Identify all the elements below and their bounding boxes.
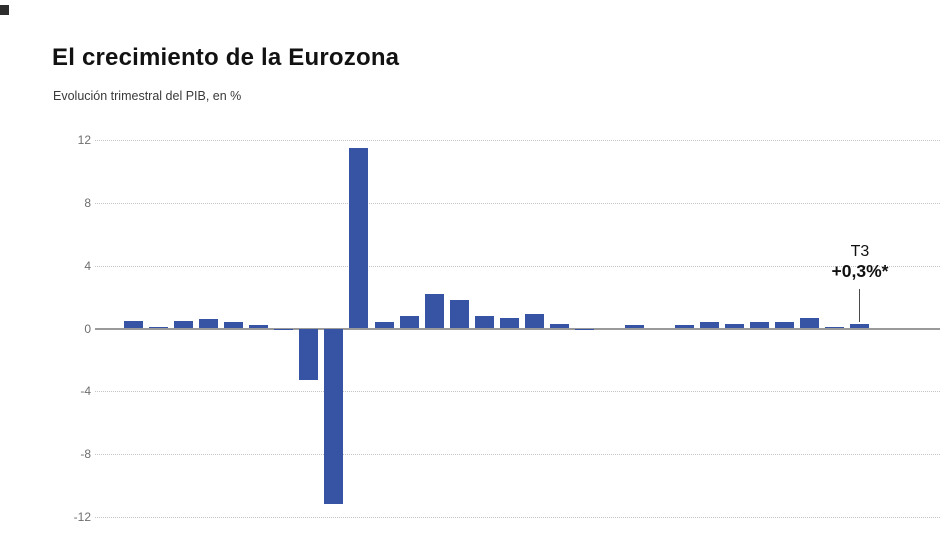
bar (800, 317, 820, 329)
gridline (95, 391, 940, 393)
gridline (95, 265, 940, 267)
bar (124, 320, 143, 329)
annotation-value-label: +0,3%* (831, 261, 889, 281)
y-tick-label: -4 (80, 384, 91, 399)
y-tick-label: -12 (73, 509, 91, 524)
bar (625, 325, 644, 329)
bar (549, 323, 569, 329)
corner-mark (0, 5, 9, 15)
bar (725, 323, 745, 329)
y-tick-label: 12 (77, 133, 91, 148)
chart-subtitle: Evolución trimestral del PIB, en % (53, 89, 242, 103)
y-tick-label: 0 (84, 321, 91, 336)
bar (775, 322, 795, 329)
bar (449, 300, 469, 329)
annotation-pointer-line (859, 289, 860, 322)
y-tick-label: 4 (84, 258, 91, 273)
bar (299, 328, 319, 381)
gridline (95, 516, 940, 518)
bar (274, 328, 294, 331)
bar (224, 322, 244, 329)
chart-title: El crecimiento de la Eurozona (52, 44, 400, 71)
y-tick-label: -8 (80, 446, 91, 461)
bar (174, 320, 194, 329)
y-tick-label: 8 (84, 196, 91, 211)
bar (474, 315, 494, 329)
bar (324, 328, 344, 504)
bar (399, 315, 419, 329)
bar (524, 314, 544, 329)
bar-latest-quarter (850, 323, 870, 329)
bar (675, 325, 695, 329)
bar (149, 326, 169, 329)
gridline (95, 203, 940, 205)
bar (374, 322, 394, 329)
bar (349, 148, 369, 329)
bar (574, 328, 594, 331)
bar (825, 326, 845, 329)
gridline (95, 140, 940, 142)
x-axis-zero-line (95, 328, 940, 330)
bar (249, 325, 269, 329)
last-bar-annotation: T3 +0,3%* (790, 242, 930, 282)
bar (499, 317, 519, 329)
bar (750, 322, 770, 329)
bar (199, 319, 219, 329)
gridline (95, 453, 940, 455)
bar (700, 322, 720, 329)
bar (424, 294, 444, 329)
annotation-quarter-label: T3 (850, 243, 870, 260)
